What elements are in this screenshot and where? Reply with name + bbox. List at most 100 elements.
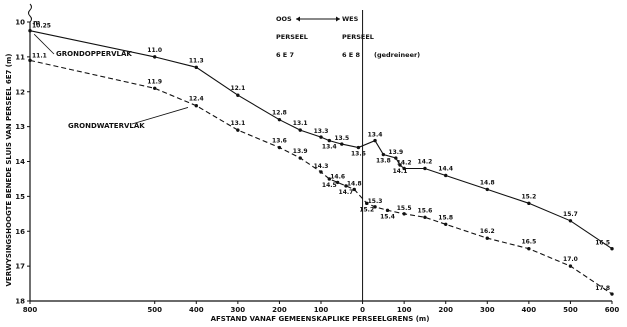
right-parcel-note: (gedreineer) [374,51,420,59]
data-point [402,212,406,216]
data-point [28,58,32,63]
data-label: 13.6 [351,151,366,158]
y-tick-label: 13 [15,123,25,131]
data-point [153,55,157,59]
data-point [381,152,386,157]
data-label: 15.5 [397,205,412,212]
data-label: 16.5 [595,240,610,247]
x-tick-label: 300 [480,306,495,314]
y-top-unit-label: m [33,19,40,27]
data-point [352,187,356,192]
data-label: 14.8 [347,180,362,187]
data-point [356,145,361,150]
leader-line-grondwatervlak [131,107,189,125]
series-line-grondwatervlak [29,59,613,295]
data-point [153,86,157,90]
data-label: 12.8 [272,110,287,117]
x-tick-label: 500 [147,306,162,314]
y-tick-label: 10 [15,19,25,27]
x-axis-title: AFSTAND VANAF GEMEENSKAPLIKE PERSEELGREN… [211,315,430,323]
data-point [236,93,240,97]
direction-arrow-left-head [296,16,300,22]
x-tick-label: 800 [23,306,38,314]
data-label: 13.5 [334,135,349,142]
data-point [527,246,531,251]
data-point [444,173,448,178]
series-label-grondoppervlak: GRONDOPPERVLAK [56,50,132,58]
data-point [277,117,282,122]
series-label-grondwatervlak: GRONDWATERVLAK [68,122,145,130]
data-label: 15.4 [380,213,395,220]
series-layer [28,29,614,296]
data-label: 12.1 [230,85,245,92]
x-tick-label: 500 [563,306,578,314]
x-tick-label: 100 [397,306,412,314]
data-label: 16.2 [480,228,495,235]
data-label: 13.9 [388,149,403,156]
data-label: 14.2 [397,159,412,166]
data-label: 10.25 [32,23,51,30]
data-label: 15.7 [563,211,578,218]
axes-layer: 800 500 400 300 200 100 0 100 200 300 400 500 600 10 1… [15,3,619,314]
data-label: 11.9 [147,78,162,85]
direction-arrow-right-head [336,16,340,22]
data-point [398,163,402,167]
data-label: 11.0 [147,47,162,54]
data-point [277,145,282,150]
data-point [485,187,489,192]
data-point [28,29,32,33]
data-label: 14.5 [322,182,337,189]
data-label: 13.3 [314,128,329,135]
data-point [194,104,198,108]
data-label: 15.2 [359,206,374,213]
data-label: 14.1 [393,168,408,175]
y-tick-label: 14 [15,158,25,166]
data-label: 13.6 [272,138,287,145]
data-label: 17.0 [563,256,578,263]
y-axis-title: VERWYSINGSHOOGTE BENEDE SLUIS VAN PERSEE… [5,54,13,287]
y-tick-label: 18 [15,298,25,306]
x-tick-label: 400 [522,306,537,314]
x-tick-label: 100 [314,306,329,314]
data-point [423,215,427,219]
data-label: 13.4 [322,144,337,151]
labels-layer: 10.25 11.0 11.3 12.1 12.8 13.1 13.3 13.4 13.5 13.… [32,23,610,292]
data-point [327,138,332,143]
y-tick-label: 12 [15,88,25,96]
data-point [373,205,377,209]
grid-layer [296,10,364,301]
data-label: 16.5 [521,239,536,246]
x-tick-label: 200 [438,306,453,314]
x-tick-label: 200 [272,306,287,314]
data-point [423,166,427,171]
x-tick-label: 0 [360,306,365,314]
data-label: 15.2 [521,193,536,200]
data-label: 15.3 [368,198,383,205]
data-point [236,128,240,132]
direction-right-label: WES [342,15,359,23]
y-tick-label: 15 [15,193,25,201]
data-point [527,201,531,206]
data-point [485,236,489,240]
data-point [298,156,302,160]
data-label: 13.1 [293,120,308,127]
leader-line-grondoppervlak [33,33,55,55]
data-label: 14.7 [339,189,354,196]
data-point [610,292,614,296]
data-point [568,264,573,268]
left-parcel-id: 6 E 7 [276,51,294,59]
left-parcel-word: PERSEEL [276,33,308,41]
data-point [340,142,344,146]
y-tick-label: 16 [15,228,25,236]
data-point [568,219,573,223]
data-label: 15.8 [438,214,453,221]
data-label: 14.4 [438,165,453,172]
y-axis-break-mark [28,3,32,23]
data-point [298,128,302,132]
data-label: 17.8 [595,285,610,292]
data-label: 14.8 [480,179,495,186]
data-point [194,65,198,70]
data-label: 14.3 [314,163,329,170]
data-point [402,166,406,171]
data-label: 14.6 [330,173,345,180]
